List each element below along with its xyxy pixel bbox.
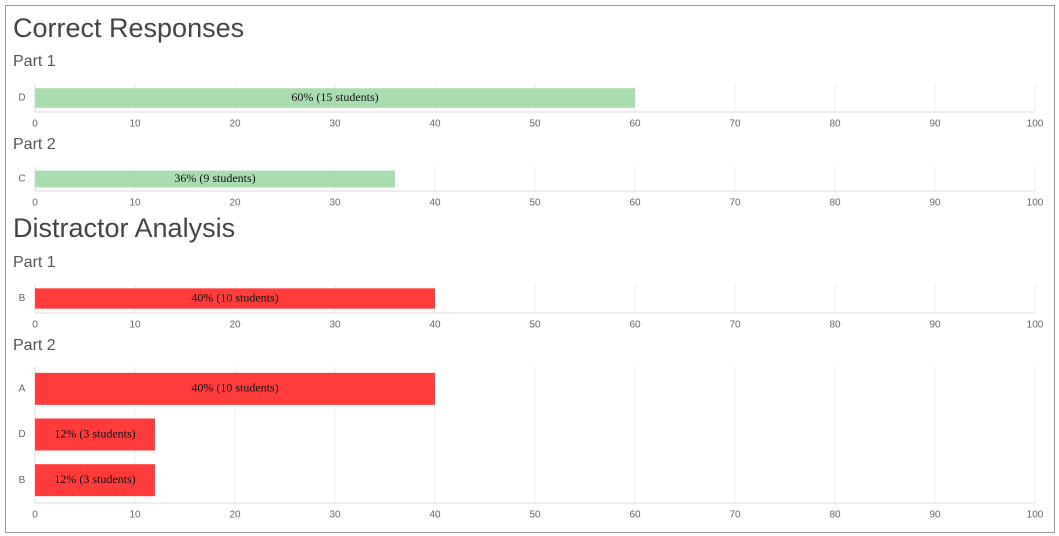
x-tick-label: 100	[1027, 320, 1044, 331]
bar	[35, 464, 155, 497]
bar	[35, 288, 435, 309]
bar	[35, 170, 395, 188]
x-tick-label: 10	[129, 198, 141, 209]
x-tick-label: 40	[429, 119, 441, 130]
chart-title: Part 2	[13, 337, 56, 354]
section-heading: Distractor Analysis	[13, 213, 235, 243]
x-tick-label: 30	[329, 119, 341, 130]
chart-title: Part 1	[13, 254, 56, 271]
x-tick-label: 70	[729, 510, 741, 521]
x-tick-label: 20	[229, 119, 241, 130]
section-heading: Correct Responses	[13, 13, 244, 43]
x-tick-label: 0	[32, 510, 38, 521]
x-tick-label: 20	[229, 198, 241, 209]
value-label: 60% (15 students)	[291, 90, 378, 104]
x-tick-label: 70	[729, 119, 741, 130]
x-tick-label: 90	[929, 198, 941, 209]
x-tick-label: 50	[529, 320, 541, 331]
x-tick-label: 20	[229, 320, 241, 331]
bar	[35, 88, 635, 108]
y-tick-label: D	[18, 93, 25, 104]
y-tick-label: D	[18, 429, 25, 440]
x-tick-label: 80	[829, 119, 841, 130]
value-label: 40% (10 students)	[191, 381, 278, 395]
y-tick-label: C	[18, 174, 25, 185]
y-tick-label: B	[19, 293, 26, 304]
bar	[35, 372, 435, 405]
value-label: 36% (9 students)	[174, 171, 255, 185]
x-tick-label: 30	[329, 198, 341, 209]
value-label: 40% (10 students)	[191, 290, 278, 304]
chart-title: Part 1	[13, 53, 56, 70]
x-tick-label: 40	[429, 510, 441, 521]
x-tick-label: 70	[729, 198, 741, 209]
x-tick-label: 10	[129, 119, 141, 130]
value-label: 12% (3 students)	[54, 426, 135, 440]
x-tick-label: 20	[229, 510, 241, 521]
x-tick-label: 100	[1027, 119, 1044, 130]
x-tick-label: 40	[429, 198, 441, 209]
x-tick-label: 50	[529, 198, 541, 209]
chart-title: Part 2	[13, 136, 56, 153]
x-tick-label: 80	[829, 198, 841, 209]
x-tick-label: 100	[1027, 510, 1044, 521]
x-tick-label: 10	[129, 320, 141, 331]
x-tick-label: 100	[1027, 198, 1044, 209]
x-tick-label: 30	[329, 320, 341, 331]
x-tick-label: 70	[729, 320, 741, 331]
x-tick-label: 0	[32, 198, 38, 209]
x-tick-label: 0	[32, 119, 38, 130]
x-tick-label: 60	[629, 320, 641, 331]
value-label: 12% (3 students)	[54, 472, 135, 486]
x-tick-label: 10	[129, 510, 141, 521]
x-tick-label: 60	[629, 119, 641, 130]
x-tick-label: 90	[929, 510, 941, 521]
x-tick-label: 80	[829, 320, 841, 331]
x-tick-label: 40	[429, 320, 441, 331]
x-tick-label: 60	[629, 198, 641, 209]
x-tick-label: 80	[829, 510, 841, 521]
y-tick-label: A	[19, 383, 26, 394]
x-tick-label: 50	[529, 510, 541, 521]
bar	[35, 418, 155, 451]
x-tick-label: 30	[329, 510, 341, 521]
y-tick-label: B	[19, 475, 26, 486]
x-tick-label: 50	[529, 119, 541, 130]
frame	[5, 5, 1055, 533]
x-tick-label: 0	[32, 320, 38, 331]
x-tick-label: 90	[929, 119, 941, 130]
x-tick-label: 60	[629, 510, 641, 521]
x-tick-label: 90	[929, 320, 941, 331]
